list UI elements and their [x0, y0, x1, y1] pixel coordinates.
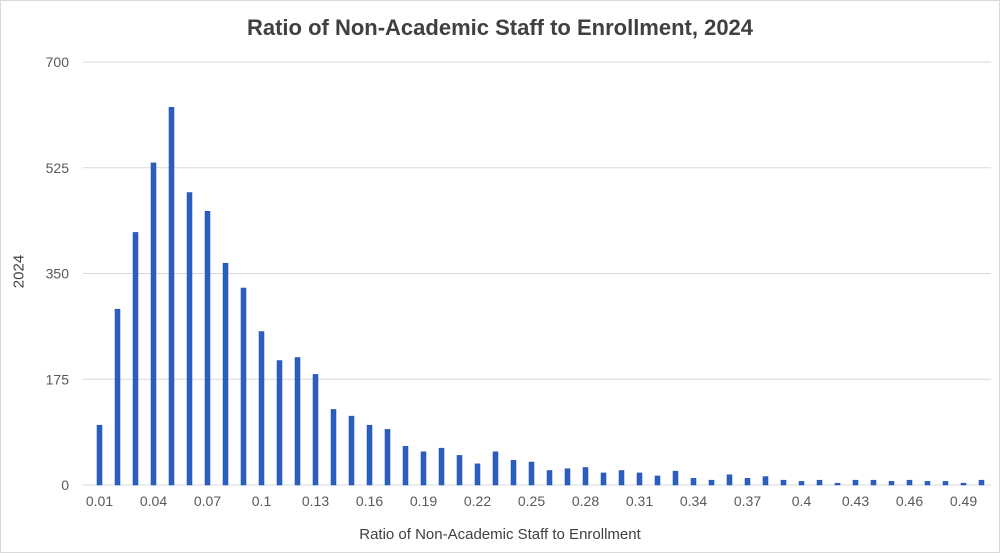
bar [402, 446, 409, 486]
bar [150, 162, 157, 486]
chart-title: Ratio of Non-Academic Staff to Enrollmen… [246, 15, 754, 40]
x-tick-label: 0.04 [140, 493, 167, 509]
x-tick-label: 0.16 [356, 493, 383, 509]
bar [492, 451, 499, 486]
bar [816, 479, 823, 486]
bar [654, 475, 661, 486]
bar [834, 482, 841, 486]
bar [942, 481, 949, 486]
bar [276, 360, 283, 486]
bar [474, 463, 481, 486]
x-tick-label: 0.46 [896, 493, 923, 509]
bar [420, 451, 427, 486]
x-tick-label: 0.31 [626, 493, 653, 509]
bar [690, 478, 697, 486]
bar [672, 470, 679, 486]
bar [294, 357, 301, 486]
bar [564, 468, 571, 486]
x-tick-label: 0.28 [572, 493, 599, 509]
bar [510, 459, 517, 486]
y-tick-label: 0 [61, 477, 69, 493]
bar [384, 429, 391, 486]
bar [618, 470, 625, 486]
bar [366, 424, 373, 486]
x-tick-label: 0.49 [950, 493, 977, 509]
bar [888, 481, 895, 486]
y-tick-label: 350 [46, 266, 70, 282]
bar [546, 470, 553, 486]
x-tick-label: 0.19 [410, 493, 437, 509]
bar [312, 374, 319, 486]
x-axis-label: Ratio of Non-Academic Staff to Enrollmen… [359, 526, 641, 543]
x-tick-label: 0.13 [302, 493, 329, 509]
bar [258, 331, 265, 486]
bar [348, 415, 355, 486]
bar [978, 479, 985, 486]
bar [528, 461, 535, 486]
bar [852, 479, 859, 486]
x-tick-label: 0.25 [518, 493, 545, 509]
bar [708, 479, 715, 486]
bar [636, 472, 643, 486]
bar [168, 107, 175, 486]
bar [456, 455, 463, 486]
x-tick-label: 0.4 [792, 493, 812, 509]
bar [114, 308, 121, 486]
bar [780, 479, 787, 486]
bar [600, 472, 607, 486]
x-tick-label: 0.22 [464, 493, 491, 509]
bar [186, 192, 193, 486]
x-tick-label: 0.07 [194, 493, 221, 509]
bar [582, 467, 589, 486]
bar [330, 409, 337, 486]
x-tick-label: 0.01 [86, 493, 113, 509]
y-tick-label: 525 [46, 160, 70, 176]
bar [762, 476, 769, 486]
x-tick-label: 0.1 [252, 493, 272, 509]
bar [744, 478, 751, 486]
bar [870, 479, 877, 486]
y-tick-label: 175 [46, 371, 70, 387]
bar [132, 232, 139, 486]
x-tick-label: 0.37 [734, 493, 761, 509]
bar [96, 424, 103, 486]
y-tick-label: 700 [46, 54, 70, 70]
bar [960, 482, 967, 486]
bar [906, 479, 913, 486]
bar [798, 481, 805, 486]
x-tick-label: 0.34 [680, 493, 707, 509]
x-tick-label: 0.43 [842, 493, 869, 509]
bar [222, 262, 229, 486]
bar [240, 287, 247, 486]
bar [204, 211, 211, 486]
bar [924, 481, 931, 486]
bar [438, 447, 445, 486]
bar [726, 474, 733, 486]
